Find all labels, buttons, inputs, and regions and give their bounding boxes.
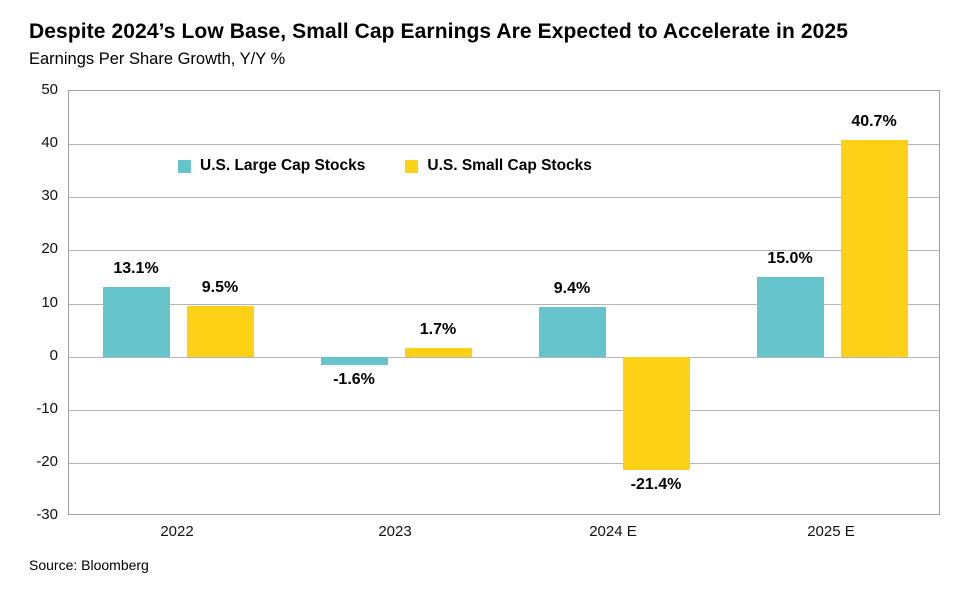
- x-axis-tick-2024-E: 2024 E: [589, 523, 637, 540]
- x-axis-tick-2025-E: 2025 E: [807, 523, 855, 540]
- bar-small_cap-2025-E: [840, 140, 908, 357]
- bar-small_cap-2023: [404, 347, 472, 357]
- value-label-small_cap-2022: 9.5%: [201, 279, 239, 297]
- chart-title: Despite 2024’s Low Base, Small Cap Earni…: [29, 20, 848, 43]
- y-axis-tick--30: -30: [36, 506, 58, 523]
- value-label-small_cap-2024-E: -21.4%: [630, 476, 682, 494]
- legend-label-small-cap: U.S. Small Cap Stocks: [427, 157, 592, 174]
- source-note: Source: Bloomberg: [29, 557, 149, 573]
- y-axis-tick-10: 10: [41, 293, 58, 311]
- value-label-large_cap-2023: -1.6%: [333, 371, 375, 389]
- value-label-small_cap-2023: 1.7%: [419, 320, 457, 338]
- value-label-large_cap-2025-E: 15.0%: [767, 249, 813, 267]
- bar-large_cap-2022: [102, 287, 170, 357]
- y-axis-tick--20: -20: [36, 452, 58, 470]
- gridline-20: [69, 250, 939, 252]
- y-axis-tick-50: 50: [41, 81, 58, 98]
- chart-figure: U.S. Large Cap Stocks U.S. Small Cap Sto…: [0, 81, 960, 560]
- value-label-large_cap-2024-E: 9.4%: [553, 279, 591, 297]
- gridline-40: [69, 144, 939, 146]
- gridline-0: [69, 356, 939, 358]
- y-axis-tick-0: 0: [49, 346, 58, 364]
- x-axis-tick-2023: 2023: [378, 523, 412, 540]
- legend-label-large-cap: U.S. Large Cap Stocks: [200, 157, 366, 174]
- y-axis-tick-30: 30: [41, 187, 58, 205]
- legend-item-small-cap: U.S. Small Cap Stocks: [405, 157, 592, 175]
- legend: U.S. Large Cap Stocks U.S. Small Cap Sto…: [178, 157, 592, 175]
- gridline-30: [69, 197, 939, 199]
- bar-small_cap-2022: [186, 306, 254, 357]
- legend-swatch-large-cap-icon: [178, 159, 191, 173]
- gridline-10: [69, 303, 939, 305]
- y-axis-tick-20: 20: [41, 240, 58, 258]
- plot-area: U.S. Large Cap Stocks U.S. Small Cap Sto…: [68, 90, 940, 515]
- chart-subtitle: Earnings Per Share Growth, Y/Y %: [29, 50, 286, 68]
- value-label-small_cap-2025-E: 40.7%: [851, 113, 897, 131]
- legend-item-large-cap: U.S. Large Cap Stocks: [178, 157, 365, 175]
- gridline--20: [69, 462, 939, 464]
- value-label-large_cap-2022: 13.1%: [113, 260, 159, 278]
- y-axis-tick-40: 40: [41, 134, 58, 152]
- x-axis-tick-2022: 2022: [160, 523, 194, 540]
- legend-swatch-small-cap-icon: [405, 159, 419, 173]
- bar-large_cap-2025-E: [756, 276, 824, 357]
- bar-small_cap-2024-E: [622, 356, 690, 471]
- gridline--10: [69, 409, 939, 411]
- bar-large_cap-2023: [320, 356, 388, 366]
- bar-large_cap-2024-E: [538, 306, 606, 357]
- y-axis-tick--10: -10: [36, 399, 58, 417]
